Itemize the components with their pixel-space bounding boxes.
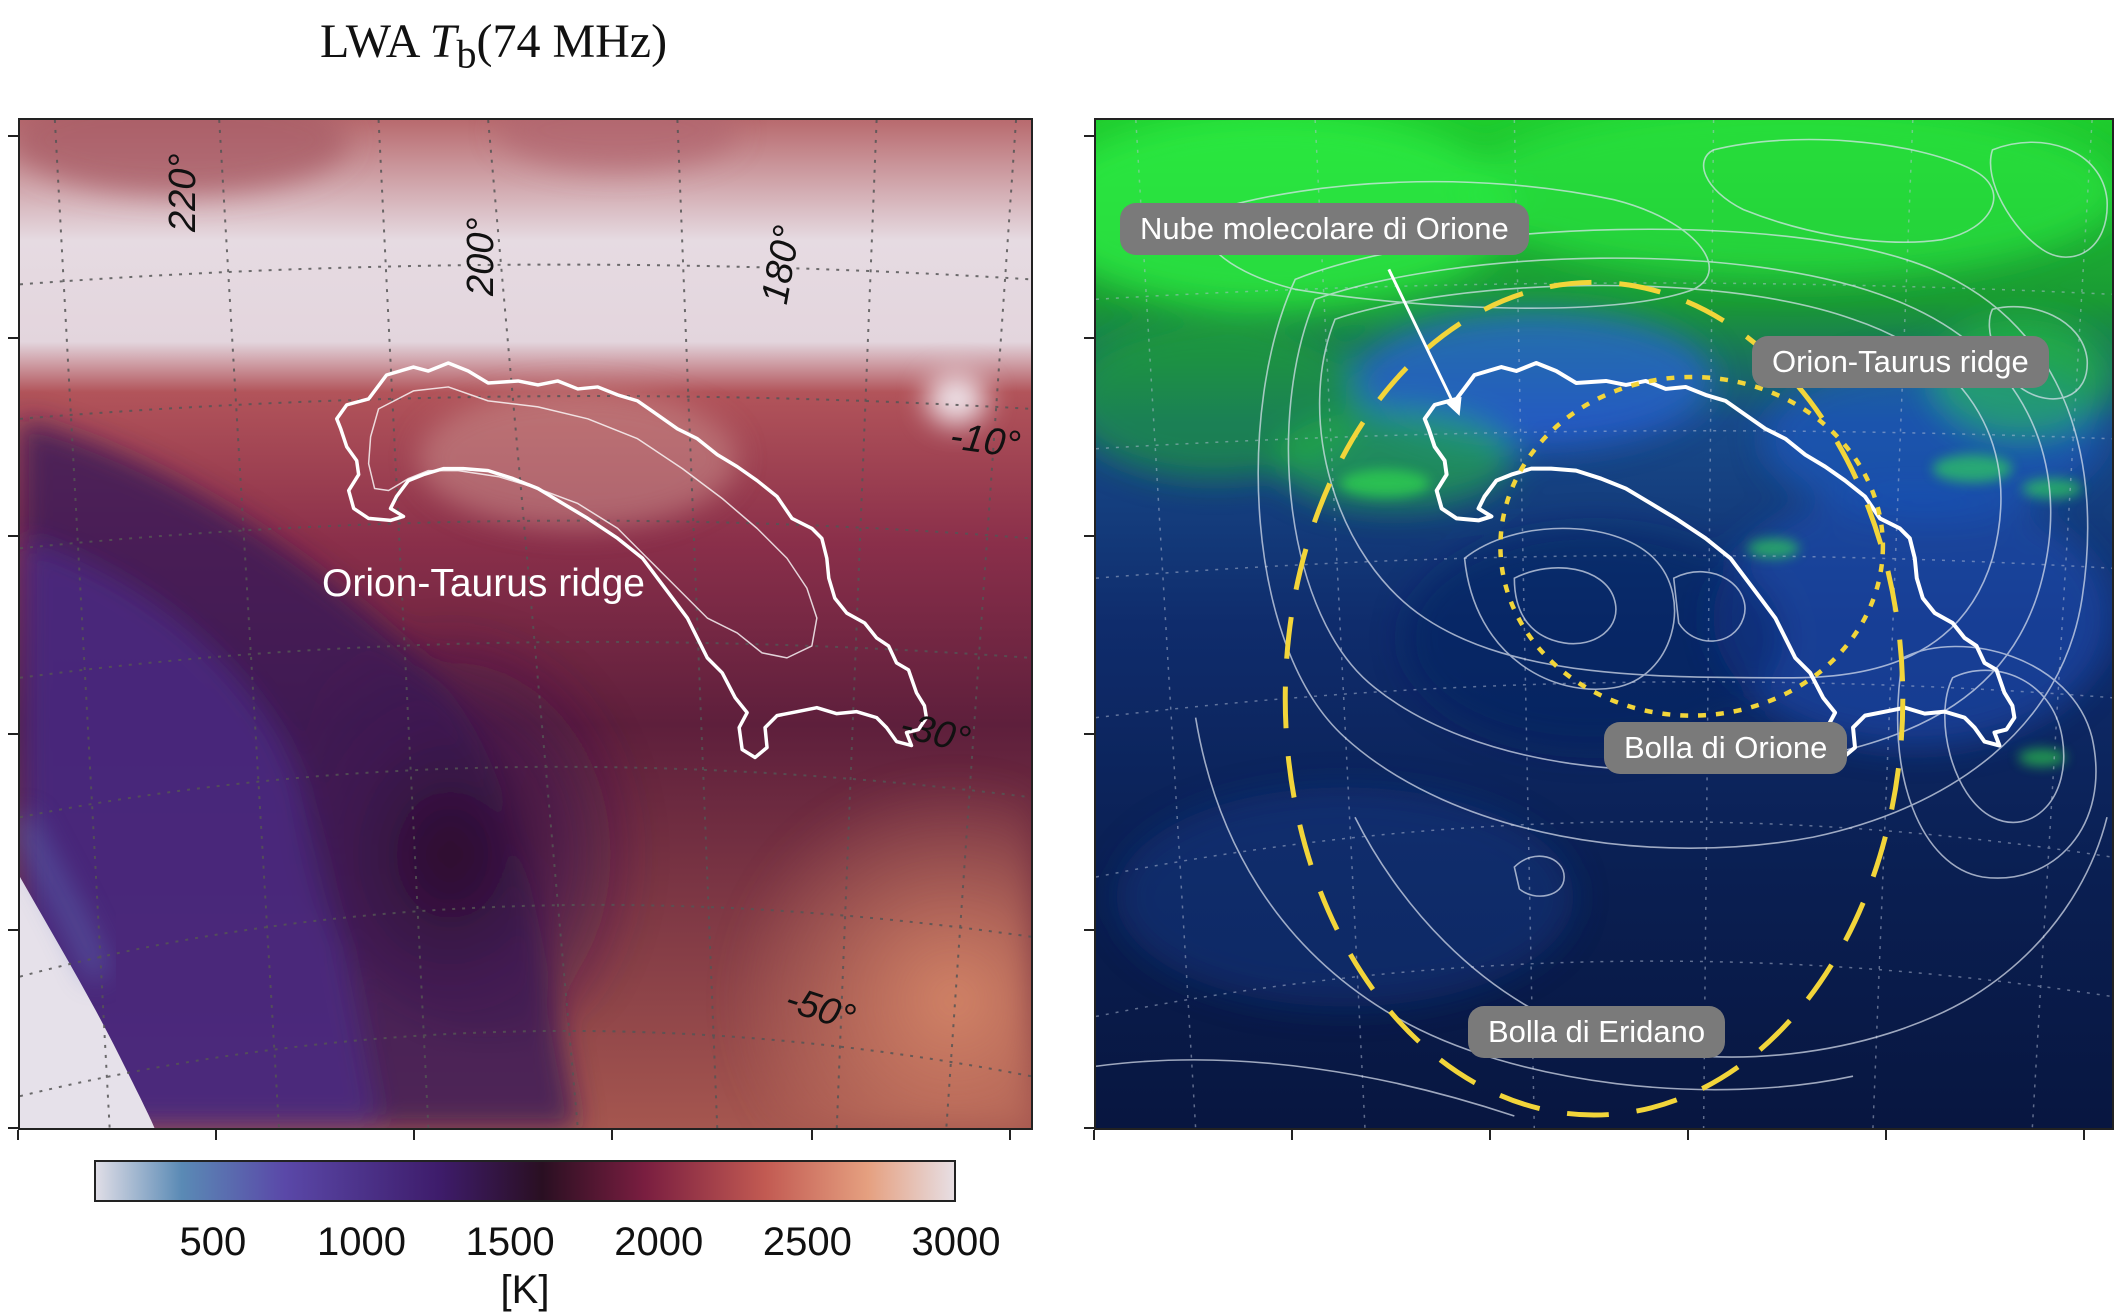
- colorbar-unit-label: [K]: [500, 1268, 550, 1312]
- orion-taurus-ridge-label: Orion-Taurus ridge: [322, 562, 645, 605]
- molecular-cloud-label: Nube molecolare di Orione: [1120, 203, 1529, 255]
- longitude-label-200: 200°: [460, 217, 502, 296]
- figure-title: LWA Tb(74 MHz): [320, 15, 668, 77]
- right-ridge-label: Orion-Taurus ridge: [1752, 336, 2049, 388]
- colorbar-tick-label: 1000: [317, 1220, 407, 1264]
- colorbar-tick-label: 1500: [465, 1220, 555, 1264]
- composite-map-svg: [1096, 120, 2112, 1128]
- colorbar-tick-label: 500: [179, 1220, 247, 1264]
- colorbar-tick-label: 3000: [911, 1220, 1001, 1264]
- temperature-colorbar: [94, 1160, 956, 1202]
- longitude-label-220: 220°: [162, 153, 204, 232]
- composite-emission-map[interactable]: [1094, 118, 2114, 1130]
- title-subscript: b: [456, 31, 477, 77]
- eridanus-bubble-label: Bolla di Eridano: [1468, 1006, 1726, 1058]
- lwa-temperature-map[interactable]: [18, 118, 1033, 1130]
- colorbar-tick-label: 2500: [762, 1220, 852, 1264]
- orion-bubble-label: Bolla di Orione: [1604, 722, 1848, 774]
- title-symbol: T: [429, 15, 457, 68]
- colorbar-tick-label: 2000: [614, 1220, 704, 1264]
- lwa-map-svg: [20, 120, 1031, 1128]
